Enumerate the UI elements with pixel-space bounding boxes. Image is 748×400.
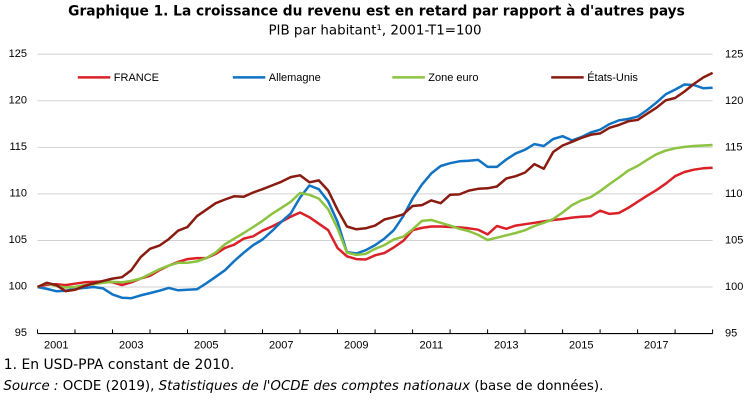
svg-text:125: 125 [9, 48, 27, 60]
svg-text:100: 100 [725, 281, 743, 293]
svg-text:2013: 2013 [494, 339, 518, 351]
svg-text:95: 95 [15, 327, 27, 339]
svg-text:2001: 2001 [44, 339, 68, 351]
svg-text:PIB par habitant¹, 2001-T1=100: PIB par habitant¹, 2001-T1=100 [268, 23, 481, 38]
svg-text:125: 125 [725, 48, 743, 60]
svg-text:115: 115 [725, 141, 743, 153]
svg-text:1. En USD-PPA constant de 2010: 1. En USD-PPA constant de 2010. [4, 357, 234, 373]
svg-text:110: 110 [9, 188, 27, 200]
svg-text:100: 100 [9, 281, 27, 293]
svg-text:Graphique 1. La croissance du: Graphique 1. La croissance du revenu est… [68, 4, 685, 20]
svg-text:Allemagne: Allemagne [269, 72, 321, 84]
svg-text:Source : OCDE (2019), Statisti: Source : OCDE (2019), Statistiques de l'… [3, 378, 603, 394]
svg-text:115: 115 [9, 141, 27, 153]
svg-text:2011: 2011 [419, 339, 443, 351]
svg-text:FRANCE: FRANCE [114, 72, 159, 84]
svg-text:110: 110 [725, 188, 743, 200]
svg-text:105: 105 [725, 235, 743, 247]
svg-text:2009: 2009 [344, 339, 368, 351]
svg-text:2007: 2007 [269, 339, 293, 351]
svg-text:2005: 2005 [194, 339, 218, 351]
svg-text:2017: 2017 [644, 339, 668, 351]
svg-text:95: 95 [725, 328, 737, 340]
svg-text:120: 120 [9, 94, 27, 106]
svg-text:120: 120 [725, 95, 743, 107]
svg-text:2015: 2015 [569, 339, 593, 351]
svg-text:2003: 2003 [119, 339, 143, 351]
svg-text:105: 105 [9, 234, 27, 246]
svg-text:États-Unis: États-Unis [587, 71, 638, 84]
svg-text:Zone euro: Zone euro [428, 72, 478, 84]
